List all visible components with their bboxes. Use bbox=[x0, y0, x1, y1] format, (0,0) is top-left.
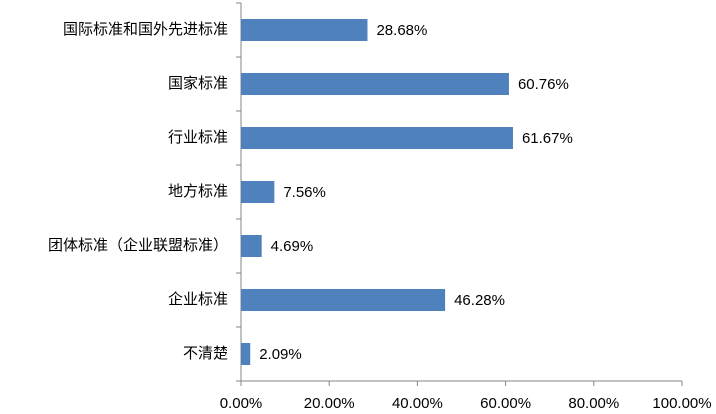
bar bbox=[241, 235, 262, 257]
y-tick-label: 行业标准 bbox=[168, 129, 228, 146]
y-tick-label: 企业标准 bbox=[168, 290, 228, 308]
x-tick-label: 0.00% bbox=[220, 395, 263, 412]
data-label: 28.68% bbox=[376, 22, 427, 39]
x-tick-label: 80.00% bbox=[568, 395, 619, 412]
data-label: 7.56% bbox=[283, 184, 326, 201]
data-label: 4.69% bbox=[271, 238, 314, 255]
data-label: 60.76% bbox=[518, 76, 569, 93]
y-tick-label: 国家标准 bbox=[168, 75, 228, 92]
bar bbox=[241, 289, 446, 311]
bar bbox=[241, 73, 509, 95]
bar bbox=[241, 127, 513, 149]
y-tick-label: 地方标准 bbox=[168, 183, 228, 200]
data-label: 2.09% bbox=[259, 346, 302, 363]
data-label: 61.67% bbox=[522, 130, 573, 147]
bar bbox=[241, 343, 251, 365]
y-tick-label: 国际标准和国外先进标准 bbox=[63, 21, 228, 38]
x-tick-label: 20.00% bbox=[304, 395, 355, 412]
x-tick-label: 60.00% bbox=[480, 395, 531, 412]
data-label: 46.28% bbox=[454, 292, 505, 309]
bar bbox=[241, 19, 368, 41]
x-tick-label: 100.00% bbox=[652, 395, 711, 412]
y-tick-label: 不清楚 bbox=[183, 345, 228, 362]
x-tick-label: 40.00% bbox=[392, 395, 443, 412]
bar bbox=[241, 181, 275, 203]
y-tick-label: 团体标准（企业联盟标准） bbox=[48, 236, 228, 254]
